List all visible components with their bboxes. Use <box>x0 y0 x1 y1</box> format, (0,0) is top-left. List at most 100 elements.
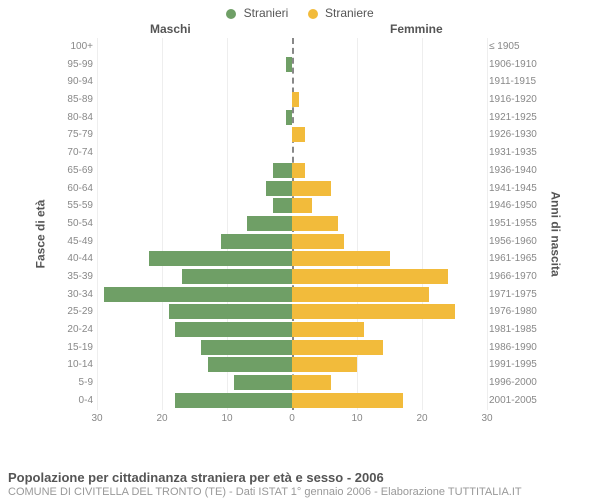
bar-male <box>286 110 293 125</box>
bar-area <box>97 163 487 178</box>
bar-female <box>292 127 305 142</box>
bar-male <box>175 393 292 408</box>
bar-area <box>97 92 487 107</box>
bar-female <box>292 393 403 408</box>
chart-row: 35-391966-1970 <box>55 268 545 286</box>
year-label: 1971-1975 <box>489 286 545 304</box>
chart-row: 50-54 1951-1955 <box>55 215 545 233</box>
x-axis: 3020100102030 <box>97 410 487 430</box>
x-tick: 20 <box>416 413 427 424</box>
age-label: 45-49 <box>55 233 93 251</box>
year-label: 1951-1955 <box>489 215 545 233</box>
chart-row: 60-64 1941-1945 <box>55 180 545 198</box>
year-label: 1906-1910 <box>489 56 545 74</box>
year-label: 1916-1920 <box>489 91 545 109</box>
chart-row: 0-42001-2005 <box>55 392 545 410</box>
age-label: 50-54 <box>55 215 93 233</box>
age-label: 30-34 <box>55 286 93 304</box>
legend-swatch-female <box>308 9 318 19</box>
bar-male <box>149 251 292 266</box>
year-label: 1986-1990 <box>489 339 545 357</box>
rows-container: 100+≤ 190595-991906-191090-941911-191585… <box>55 38 545 410</box>
chart-row: 55-591946-1950 <box>55 197 545 215</box>
bar-area <box>97 127 487 142</box>
bar-area <box>97 375 487 390</box>
bar-female <box>292 269 448 284</box>
bar-area <box>97 57 487 72</box>
year-label: 1976-1980 <box>489 303 545 321</box>
bar-area <box>97 393 487 408</box>
chart-row: 10-14 1991-1995 <box>55 356 545 374</box>
column-header-male: Maschi <box>150 22 191 36</box>
bar-area <box>97 39 487 54</box>
chart-row: 30-34 1971-1975 <box>55 286 545 304</box>
y-axis-label-right: Anni di nascita <box>548 191 562 276</box>
bar-female <box>292 181 331 196</box>
bar-male <box>266 181 292 196</box>
legend: Stranieri Straniere <box>0 0 600 22</box>
bar-male <box>234 375 293 390</box>
year-label: 1926-1930 <box>489 126 545 144</box>
chart-row: 20-241981-1985 <box>55 321 545 339</box>
age-label: 65-69 <box>55 162 93 180</box>
bar-area <box>97 234 487 249</box>
legend-item-male: Stranieri <box>226 6 288 20</box>
year-label: 1996-2000 <box>489 374 545 392</box>
bar-area <box>97 145 487 160</box>
bar-area <box>97 340 487 355</box>
bar-female <box>292 340 383 355</box>
bar-male <box>273 198 293 213</box>
bar-female <box>292 322 364 337</box>
year-label: 1981-1985 <box>489 321 545 339</box>
chart-row: 90-94 1911-1915 <box>55 73 545 91</box>
year-label: 1956-1960 <box>489 233 545 251</box>
population-pyramid-chart: { "legend": { "items": [ { "label": "Str… <box>0 0 600 500</box>
bar-area <box>97 110 487 125</box>
year-label: 1966-1970 <box>489 268 545 286</box>
age-label: 90-94 <box>55 73 93 91</box>
bar-female <box>292 304 455 319</box>
bar-male <box>208 357 293 372</box>
year-label: 1911-1915 <box>489 73 545 91</box>
year-label: 1921-1925 <box>489 109 545 127</box>
age-label: 55-59 <box>55 197 93 215</box>
age-label: 80-84 <box>55 109 93 127</box>
chart-row: 75-791926-1930 <box>55 126 545 144</box>
bar-male <box>182 269 293 284</box>
bar-female <box>292 251 390 266</box>
legend-label-male: Stranieri <box>244 6 289 20</box>
bar-area <box>97 322 487 337</box>
age-label: 25-29 <box>55 303 93 321</box>
year-label: ≤ 1905 <box>489 38 545 56</box>
year-label: 1936-1940 <box>489 162 545 180</box>
bar-female <box>292 375 331 390</box>
legend-swatch-male <box>226 9 236 19</box>
chart-row: 25-29 1976-1980 <box>55 303 545 321</box>
year-label: 1941-1945 <box>489 180 545 198</box>
age-label: 10-14 <box>55 356 93 374</box>
age-label: 95-99 <box>55 56 93 74</box>
bar-area <box>97 74 487 89</box>
year-label: 1991-1995 <box>489 356 545 374</box>
bar-area <box>97 251 487 266</box>
x-tick: 30 <box>91 413 102 424</box>
bar-area <box>97 198 487 213</box>
chart-row: 40-441961-1965 <box>55 250 545 268</box>
chart-row: 65-69 1936-1940 <box>55 162 545 180</box>
bar-male <box>247 216 293 231</box>
x-tick: 10 <box>221 413 232 424</box>
chart-row: 15-191986-1990 <box>55 339 545 357</box>
age-label: 0-4 <box>55 392 93 410</box>
bar-female <box>292 357 357 372</box>
column-header-female: Femmine <box>390 22 443 36</box>
bar-area <box>97 357 487 372</box>
chart-row: 5-91996-2000 <box>55 374 545 392</box>
footer-title: Popolazione per cittadinanza straniera p… <box>8 470 592 485</box>
bar-female <box>292 198 312 213</box>
year-label: 1931-1935 <box>489 144 545 162</box>
age-label: 70-74 <box>55 144 93 162</box>
bar-male <box>201 340 292 355</box>
bar-female <box>292 287 429 302</box>
bar-male <box>175 322 292 337</box>
age-label: 60-64 <box>55 180 93 198</box>
